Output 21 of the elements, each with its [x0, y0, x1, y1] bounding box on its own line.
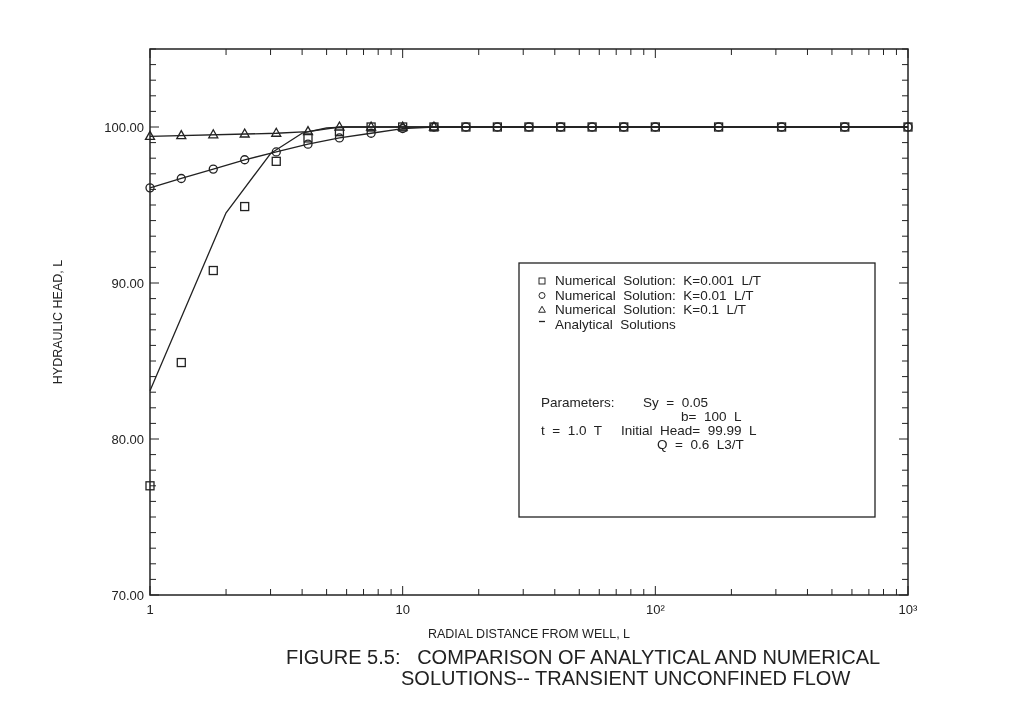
y-tick-label: 70.00: [111, 587, 144, 603]
x-tick-label: 1: [146, 602, 154, 617]
legend-label: Numerical Solution: K=0.001 L/T: [555, 273, 761, 288]
legend-label: Numerical Solution: K=0.1 L/T: [555, 302, 746, 317]
y-tick-label: 80.00: [111, 431, 144, 447]
x-axis-title: RADIAL DISTANCE FROM WELL, L: [427, 627, 631, 641]
annotation: b= 100 L: [681, 409, 742, 424]
annotation: Sy = 0.05: [643, 395, 708, 410]
x-tick-label: 10²: [645, 602, 666, 617]
y-tick-label: 90.00: [111, 275, 144, 291]
annotation: Initial Head= 99.99 L: [621, 423, 757, 438]
annotation: Q = 0.6 L3/T: [657, 437, 744, 452]
annotation: t = 1.0 T: [541, 423, 602, 438]
x-tick-label: 10³: [898, 602, 919, 617]
x-tick-label: 10: [395, 602, 410, 617]
legend-label: Analytical Solutions: [555, 316, 677, 332]
y-axis-title: HYDRAULIC HEAD, L: [51, 259, 65, 385]
text: FIGURE 5.5: COMPARISON OF ANALYTICAL AND NUMERICAL SOLUTIONS-- TRANSIENT UNCONFINED FLOW: [286, 646, 881, 689]
y-tick-label: 100.00: [104, 119, 144, 135]
annotation: Parameters:: [541, 395, 615, 410]
legend-label: Numerical Solution: K=0.01 L/T: [555, 287, 754, 303]
